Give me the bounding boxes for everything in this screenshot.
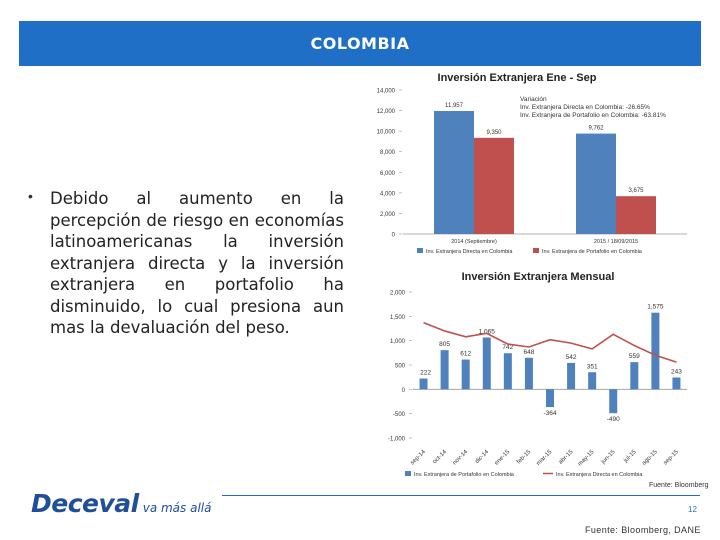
x-tick-label: may-15: [577, 449, 596, 468]
chart1-annotation: Variación Inv. Extranjera Directa en Col…: [520, 96, 666, 119]
legend-swatch: [405, 471, 411, 476]
line-series: [423, 321, 677, 363]
chart2-legend: Inv. Extranjera de Portafolio en Colombi…: [405, 471, 643, 478]
bar-value-label: 9,762: [588, 126, 604, 132]
y-tick-label: 1,000: [390, 339, 406, 345]
bar: [461, 359, 470, 390]
y-tick-label: 0: [392, 233, 396, 239]
bar: [503, 353, 512, 390]
x-tick-label: oct-14: [432, 449, 449, 466]
y-tick-label: 14,000: [377, 89, 396, 95]
y-tick-label: 4,000: [380, 191, 396, 197]
bar: [616, 196, 656, 234]
x-tick-label: 2015 / 18/09/2015: [594, 239, 638, 245]
bar: [546, 389, 554, 408]
legend-label: Inv. Extranjera Directa en Colombia: [556, 472, 643, 478]
bar: [434, 111, 474, 234]
legend-label: Inv. Extranjera Directa en Colombia: [426, 249, 513, 255]
bar-value-label: 9,350: [486, 130, 502, 136]
bar: [524, 357, 533, 390]
bar-value-label: 648: [523, 349, 534, 356]
x-tick-label: feb-15: [516, 449, 533, 466]
bar-value-label: 805: [439, 341, 450, 348]
x-tick-label: sep-14: [410, 449, 428, 467]
bar: [567, 362, 576, 390]
y-tick-label: -1,000: [388, 437, 406, 443]
chart1-annotation-line: Inv. Extranjera Directa en Colombia: -26…: [520, 104, 650, 111]
chart1-title: Inversión Extranjera Ene - Sep: [438, 72, 597, 84]
bar-value-label: 612: [460, 351, 471, 358]
chart1-annotation-line: Inv. Extranjera de Portafolio en Colombi…: [520, 112, 666, 119]
bar-value-label: 1,065: [479, 329, 496, 336]
bar: [588, 372, 597, 390]
chart2-title: Inversión Extranjera Mensual: [462, 271, 615, 283]
x-tick-label: nov-14: [452, 449, 470, 467]
x-tick-label: abr-15: [558, 449, 575, 466]
y-tick-label: 6,000: [380, 171, 396, 177]
bar-value-label: -490: [607, 416, 620, 423]
bar-value-label: 559: [629, 353, 640, 360]
y-tick-label: 8,000: [380, 150, 396, 156]
y-tick-label: 2,000: [380, 212, 396, 218]
legend-swatch: [417, 248, 423, 253]
chart-source: Fuente: Bloomberg: [649, 482, 709, 489]
bar: [651, 312, 660, 390]
bullet-text: Debido al aumento en la percepción de ri…: [50, 189, 344, 337]
y-tick-label: 1,500: [390, 315, 406, 321]
bar: [609, 389, 618, 414]
x-tick-label: ago-15: [641, 449, 659, 467]
x-tick-label: jul-15: [622, 449, 638, 465]
page-title: COLOMBIA: [310, 34, 410, 53]
y-tick-label: 2,000: [390, 291, 406, 297]
bar-value-label: 351: [587, 363, 598, 370]
bar: [440, 350, 449, 390]
legend-label: Inv. Extranjera de Portafolio en Colombi…: [414, 472, 515, 478]
chart-monthly-investment: Inversión Extranjera Mensual -1,000 -500 0…: [388, 271, 687, 478]
x-tick-label: ene-15: [494, 449, 512, 467]
chart1-legend: Inv. Extranjera Directa en Colombia Inv.…: [417, 248, 643, 255]
y-tick-label: -500: [393, 412, 406, 418]
bar-value-label: 542: [566, 354, 577, 361]
x-tick-label: 2014 (Septiembre): [451, 239, 497, 245]
bar-value-label: 3,675: [628, 188, 644, 194]
chart-annual-investment: Inversión Extranjera Ene - Sep 0 2,000 4,0…: [377, 72, 687, 255]
chart1-annotation-title: Variación: [520, 96, 547, 103]
bar: [672, 377, 681, 390]
x-tick-label: mar-15: [536, 449, 554, 467]
bar: [482, 337, 491, 390]
bar: [474, 137, 514, 234]
footer-divider: [222, 495, 700, 496]
bar-value-label: 1,575: [647, 304, 664, 311]
x-tick-label: sep-15: [663, 449, 681, 467]
bar-value-label: -364: [543, 410, 556, 417]
title-banner: COLOMBIA: [19, 21, 701, 66]
y-tick-label: 500: [395, 364, 406, 370]
page-number: 12: [688, 505, 697, 514]
x-tick-label: jun-15: [600, 449, 617, 466]
bullet-marker: •: [28, 188, 33, 204]
logo-tagline: va más allá: [142, 501, 212, 515]
bar: [419, 378, 428, 390]
y-tick-label: 10,000: [377, 130, 396, 136]
logo-wordmark: Deceval: [31, 488, 139, 518]
bar-value-label: 11,957: [445, 103, 464, 109]
bar-value-label: 243: [671, 369, 682, 376]
y-tick-label: 0: [402, 388, 406, 394]
bar-value-label: 222: [420, 370, 431, 377]
legend-label: Inv. Extranjera de Portafolio en Colombi…: [542, 249, 643, 255]
x-tick-label: dic-14: [474, 449, 490, 465]
bar: [576, 133, 616, 234]
footer-source: Fuente: Bloomberg, DANE: [585, 525, 701, 535]
deceval-logo: Deceval va más allá: [31, 485, 211, 521]
legend-swatch: [533, 248, 539, 253]
bar-value-label: 742: [502, 344, 513, 351]
y-tick-label: 12,000: [377, 109, 396, 115]
bar: [630, 362, 639, 390]
